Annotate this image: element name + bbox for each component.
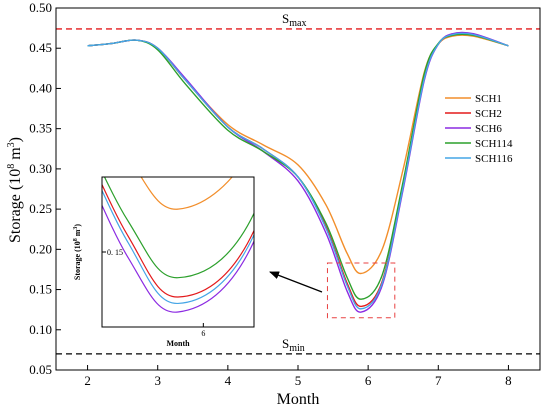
legend-label-sch114: SCH114 <box>475 138 513 150</box>
x-tick-label: 7 <box>435 373 442 388</box>
legend-label-sch116: SCH116 <box>475 153 513 165</box>
inset-series-line-sch114 <box>103 177 254 279</box>
y-axis-ticks: 0.05 0.10 0.15 0.20 0.25 0.30 0.35 0.40 0.45 0.50 <box>29 0 61 377</box>
x-tick-label: 8 <box>505 373 512 388</box>
inset-x-axis-title: Month <box>166 339 190 348</box>
zoom-arrow <box>269 271 323 293</box>
y-tick-label: 0.35 <box>29 121 52 136</box>
inset-ticks: 6 0. 15 <box>102 248 205 338</box>
y-tick-label: 0.30 <box>29 161 52 176</box>
legend-label-sch2: SCH2 <box>475 108 502 120</box>
inset-y-axis-title: Storage (108 m3) <box>73 224 82 281</box>
y-tick-label: 0.50 <box>29 0 52 15</box>
y-tick-label: 0.20 <box>29 241 52 256</box>
series-line-sch116 <box>87 32 509 310</box>
inset-y-tick-label: 0. 15 <box>107 248 123 257</box>
y-tick-label: 0.10 <box>29 322 52 337</box>
reference-lines: Smax Smin <box>56 11 540 355</box>
legend: SCH1 SCH2 SCH6 SCH114 SCH116 <box>445 93 513 165</box>
y-axis-title: Storage (108 m3) <box>6 137 24 243</box>
x-axis-title: Month <box>277 391 320 408</box>
inset-series-line-sch2 <box>102 183 254 298</box>
inset-plot-lines <box>102 177 254 313</box>
legend-label-sch1: SCH1 <box>475 93 502 105</box>
y-tick-label: 0.15 <box>29 282 52 297</box>
inset-series-line-sch6 <box>102 203 254 313</box>
x-tick-label: 5 <box>295 373 302 388</box>
inset-x-tick-label: 6 <box>201 329 205 338</box>
zoom-box <box>326 262 396 319</box>
y-tick-label: 0.40 <box>29 80 52 95</box>
x-tick-label: 3 <box>154 373 161 388</box>
x-tick-label: 4 <box>225 373 232 388</box>
reference-label-max: Smax <box>282 11 306 29</box>
x-axis-ticks: 2 3 4 5 6 7 8 <box>84 365 512 388</box>
inset-series-line-sch1 <box>140 177 233 210</box>
y-tick-label: 0.05 <box>29 362 52 377</box>
main-plot-lines <box>87 31 509 313</box>
x-tick-label: 2 <box>84 373 91 388</box>
y-tick-label: 0.25 <box>29 201 52 216</box>
inset-series-line-sch116 <box>102 189 254 305</box>
reference-label-min: Smin <box>282 336 305 354</box>
y-tick-label: 0.45 <box>29 40 52 55</box>
legend-label-sch6: SCH6 <box>475 123 502 135</box>
x-tick-label: 6 <box>365 373 372 388</box>
